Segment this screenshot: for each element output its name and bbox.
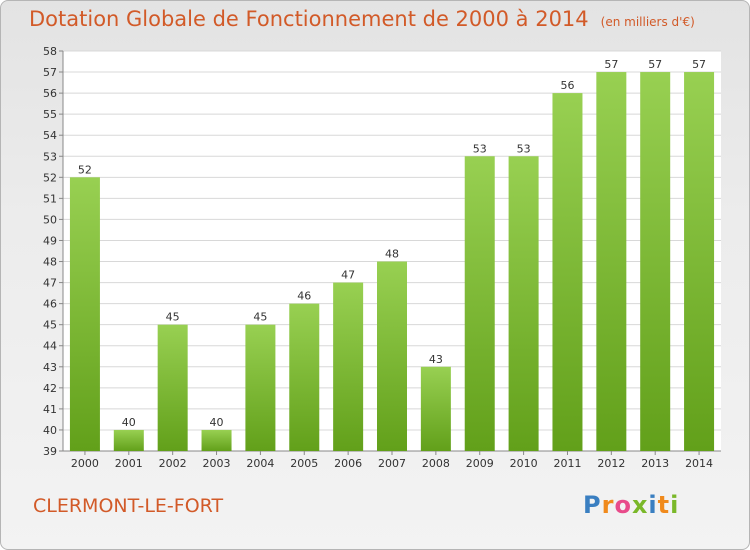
x-tick-label: 2005 [290,457,318,470]
x-tick-label: 2014 [685,457,713,470]
bar [289,303,320,451]
x-tick-label: 2013 [641,457,669,470]
y-tick-label: 42 [43,382,57,395]
chart-title: Dotation Globale de Fonctionnement de 20… [29,7,695,31]
logo-letter: P [583,491,602,519]
bar [596,72,627,451]
y-tick-label: 57 [43,66,57,79]
data-label: 57 [648,58,662,71]
logo-letter: o [614,491,632,519]
bar [508,156,539,451]
logo-letter: x [631,491,649,519]
bar [377,261,407,451]
data-label: 52 [78,163,92,176]
y-tick-label: 47 [43,277,57,290]
data-label: 47 [341,269,355,282]
x-tick-label: 2001 [115,457,143,470]
y-tick-label: 56 [43,87,57,100]
bar [640,72,671,451]
data-label: 40 [210,416,224,429]
y-tick-label: 44 [43,340,57,353]
y-tick-label: 54 [43,129,57,142]
bar [157,324,188,451]
chart-subtitle: (en milliers d'€) [600,15,695,29]
data-label: 56 [560,79,574,92]
bar [201,429,232,451]
bar [245,324,276,451]
data-label: 53 [517,142,531,155]
data-label: 46 [297,290,311,303]
logo-letter: r [601,491,615,519]
bar [684,72,715,451]
y-tick-label: 45 [43,319,57,332]
y-tick-label: 43 [43,361,57,374]
y-tick-label: 58 [43,45,57,58]
y-tick-label: 46 [43,298,57,311]
y-tick-label: 55 [43,108,57,121]
x-tick-label: 2003 [203,457,231,470]
x-tick-label: 2009 [466,457,494,470]
data-label: 43 [429,353,443,366]
proxiti-logo: Proxiti [583,491,679,519]
y-tick-label: 49 [43,234,57,247]
y-tick-label: 52 [43,171,57,184]
y-tick-label: 50 [43,213,57,226]
commune-name: CLERMONT-LE-FORT [33,495,224,517]
y-tick-label: 53 [43,150,57,163]
y-tick-label: 48 [43,256,57,269]
data-label: 40 [122,416,136,429]
bar [333,282,364,451]
chart-title-text: Dotation Globale de Fonctionnement de 20… [29,7,589,31]
x-tick-label: 2007 [378,457,406,470]
data-label: 57 [604,58,618,71]
y-tick-label: 51 [43,192,57,205]
bar [420,366,451,451]
data-label: 53 [473,142,487,155]
y-tick-label: 39 [43,445,57,458]
logo-letter: t [657,491,671,519]
bar [552,93,583,452]
logo-letter: i [670,491,680,519]
x-tick-label: 2008 [422,457,450,470]
x-tick-label: 2010 [510,457,538,470]
data-label: 45 [166,311,180,324]
data-label: 45 [253,311,267,324]
logo-letter: i [648,491,658,519]
bar [69,177,100,451]
bar [464,156,495,451]
x-tick-label: 2000 [71,457,99,470]
data-label: 48 [385,248,399,261]
y-tick-label: 40 [43,424,57,437]
data-label: 57 [692,58,706,71]
y-tick-label: 41 [43,403,57,416]
x-tick-label: 2002 [159,457,187,470]
x-tick-label: 2012 [597,457,625,470]
x-tick-label: 2004 [246,457,274,470]
x-tick-label: 2006 [334,457,362,470]
bar [113,429,144,451]
x-tick-label: 2011 [553,457,581,470]
